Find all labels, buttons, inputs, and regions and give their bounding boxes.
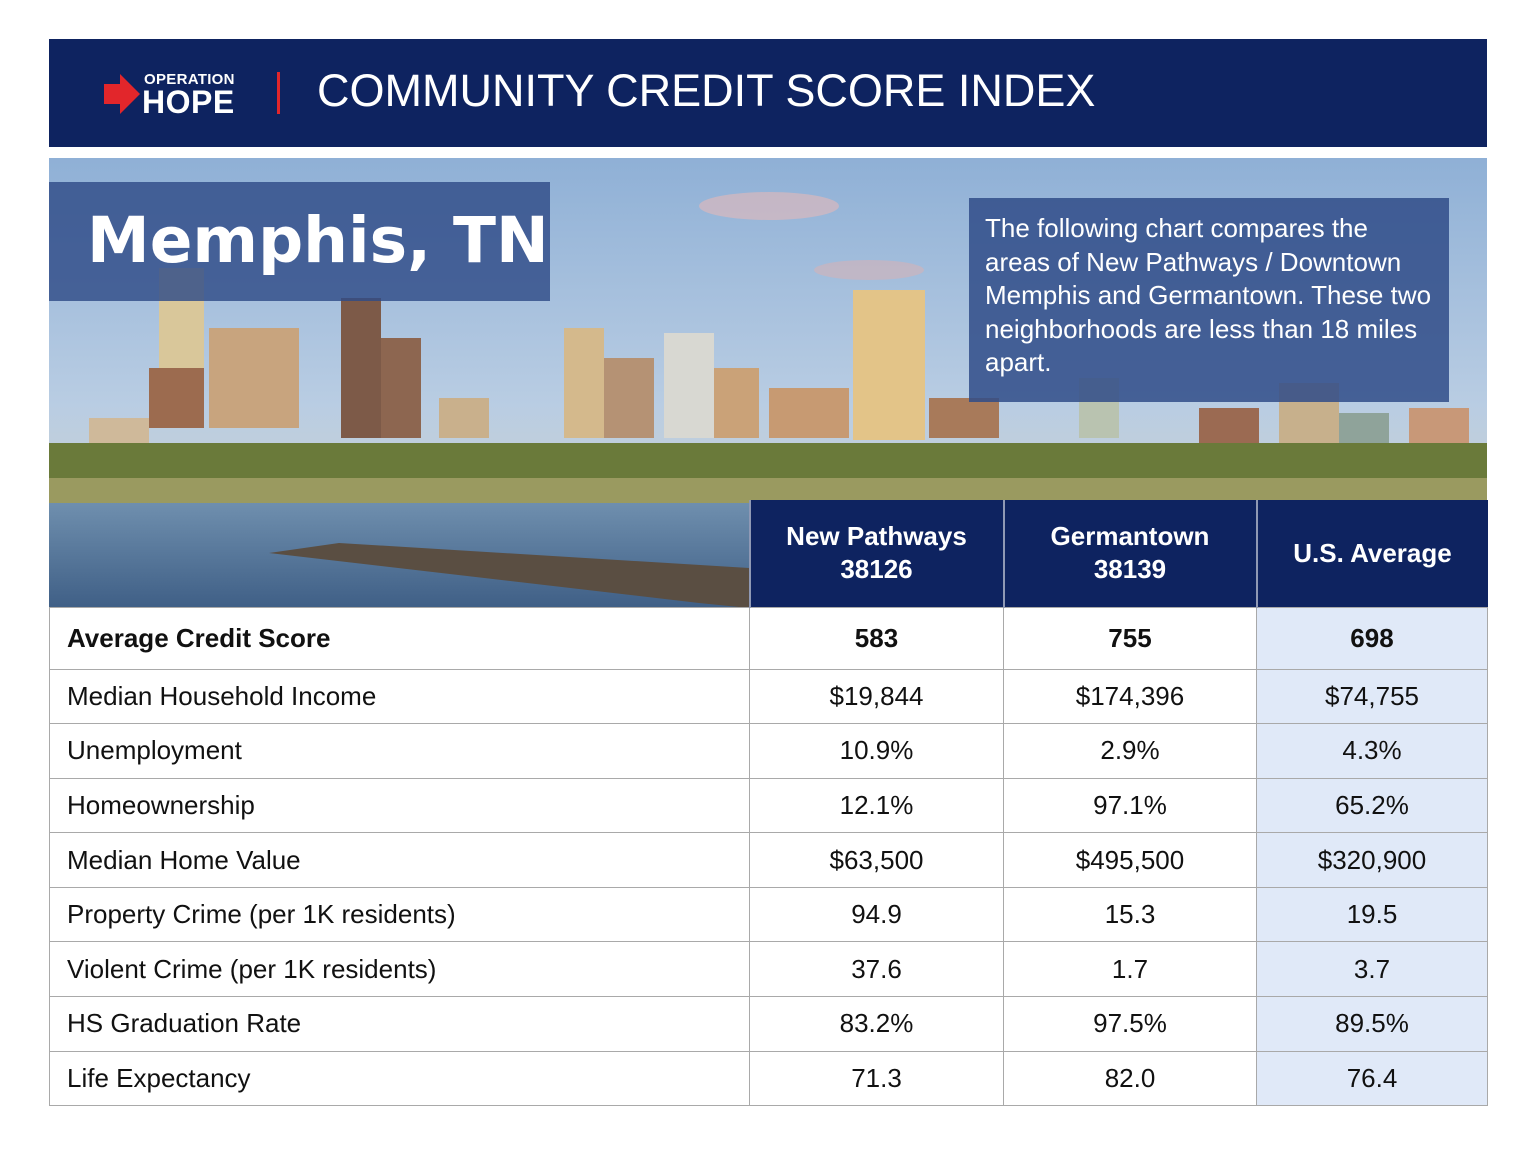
cell-us-average: $320,900 xyxy=(1256,832,1488,888)
row-label: Median Home Value xyxy=(49,832,750,888)
table-row: Homeownership 12.1% 97.1% 65.2% xyxy=(49,777,1488,834)
column-header-line2: 38139 xyxy=(1093,554,1167,585)
column-header-line1: Germantown xyxy=(1050,521,1210,552)
cell-us-average: 3.7 xyxy=(1256,941,1488,998)
cell-germantown: $174,396 xyxy=(1003,668,1257,725)
row-label: Median Household Income xyxy=(49,668,750,725)
operation-hope-logo: OPERATION HOPE xyxy=(104,69,254,121)
cell-new-pathways: $63,500 xyxy=(749,832,1004,888)
row-label: Life Expectancy xyxy=(49,1050,750,1107)
cell-germantown: 15.3 xyxy=(1003,886,1257,943)
header-bar: OPERATION HOPE COMMUNITY CREDIT SCORE IN… xyxy=(49,39,1487,147)
table-row: HS Graduation Rate 83.2% 97.5% 89.5% xyxy=(49,996,1488,1052)
column-header-germantown: Germantown 38139 xyxy=(1002,500,1257,607)
header-divider xyxy=(277,72,280,114)
cell-new-pathways: 71.3 xyxy=(749,1050,1004,1107)
cell-us-average: 65.2% xyxy=(1256,777,1488,834)
cell-new-pathways: 10.9% xyxy=(749,723,1004,779)
cell-new-pathways: 94.9 xyxy=(749,886,1004,943)
city-label-box: Memphis, TN xyxy=(49,182,550,301)
table-row: Unemployment 10.9% 2.9% 4.3% xyxy=(49,723,1488,779)
cell-us-average: 76.4 xyxy=(1256,1050,1488,1107)
cell-new-pathways: 583 xyxy=(749,606,1004,670)
cell-us-average: $74,755 xyxy=(1256,668,1488,725)
table-row: Average Credit Score 583 755 698 xyxy=(49,606,1488,670)
table-row: Median Household Income $19,844 $174,396… xyxy=(49,668,1488,725)
cell-us-average: 4.3% xyxy=(1256,723,1488,779)
table-row: Median Home Value $63,500 $495,500 $320,… xyxy=(49,832,1488,888)
cell-germantown: 97.5% xyxy=(1003,996,1257,1052)
logo-text-operation: OPERATION xyxy=(144,71,235,88)
cell-new-pathways: $19,844 xyxy=(749,668,1004,725)
table-row: Property Crime (per 1K residents) 94.9 1… xyxy=(49,886,1488,943)
cell-germantown: 97.1% xyxy=(1003,777,1257,834)
cell-germantown: 82.0 xyxy=(1003,1050,1257,1107)
cell-germantown: 1.7 xyxy=(1003,941,1257,998)
row-label: HS Graduation Rate xyxy=(49,996,750,1052)
row-label: Average Credit Score xyxy=(49,606,750,670)
row-label: Property Crime (per 1K residents) xyxy=(49,886,750,943)
column-header-line1: U.S. Average xyxy=(1293,537,1452,568)
column-header-line2: 38126 xyxy=(840,554,913,585)
header-blank-cell xyxy=(50,500,750,607)
table-row: Life Expectancy 71.3 82.0 76.4 xyxy=(49,1050,1488,1107)
column-header-line1: New Pathways xyxy=(786,521,967,552)
description-box: The following chart compares the areas o… xyxy=(969,198,1449,402)
logo-text-hope: HOPE xyxy=(142,84,235,120)
cell-germantown: 2.9% xyxy=(1003,723,1257,779)
cell-germantown: 755 xyxy=(1003,606,1257,670)
row-label: Unemployment xyxy=(49,723,750,779)
comparison-table: New Pathways 38126 Germantown 38139 U.S.… xyxy=(49,500,1488,1107)
page-title: COMMUNITY CREDIT SCORE INDEX xyxy=(317,65,1096,116)
table-header-row: New Pathways 38126 Germantown 38139 U.S.… xyxy=(50,500,1488,607)
cell-us-average: 89.5% xyxy=(1256,996,1488,1052)
city-name: Memphis, TN xyxy=(87,204,549,277)
cell-us-average: 698 xyxy=(1256,606,1488,670)
row-label: Violent Crime (per 1K residents) xyxy=(49,941,750,998)
row-label: Homeownership xyxy=(49,777,750,834)
column-header-new-pathways: New Pathways 38126 xyxy=(748,500,1004,607)
description-text: The following chart compares the areas o… xyxy=(985,213,1432,377)
cell-us-average: 19.5 xyxy=(1256,886,1488,943)
cell-new-pathways: 12.1% xyxy=(749,777,1004,834)
table-row: Violent Crime (per 1K residents) 37.6 1.… xyxy=(49,941,1488,998)
column-header-us-average: U.S. Average xyxy=(1255,500,1488,607)
cell-new-pathways: 83.2% xyxy=(749,996,1004,1052)
cell-germantown: $495,500 xyxy=(1003,832,1257,888)
arrow-icon xyxy=(104,74,140,114)
cell-new-pathways: 37.6 xyxy=(749,941,1004,998)
